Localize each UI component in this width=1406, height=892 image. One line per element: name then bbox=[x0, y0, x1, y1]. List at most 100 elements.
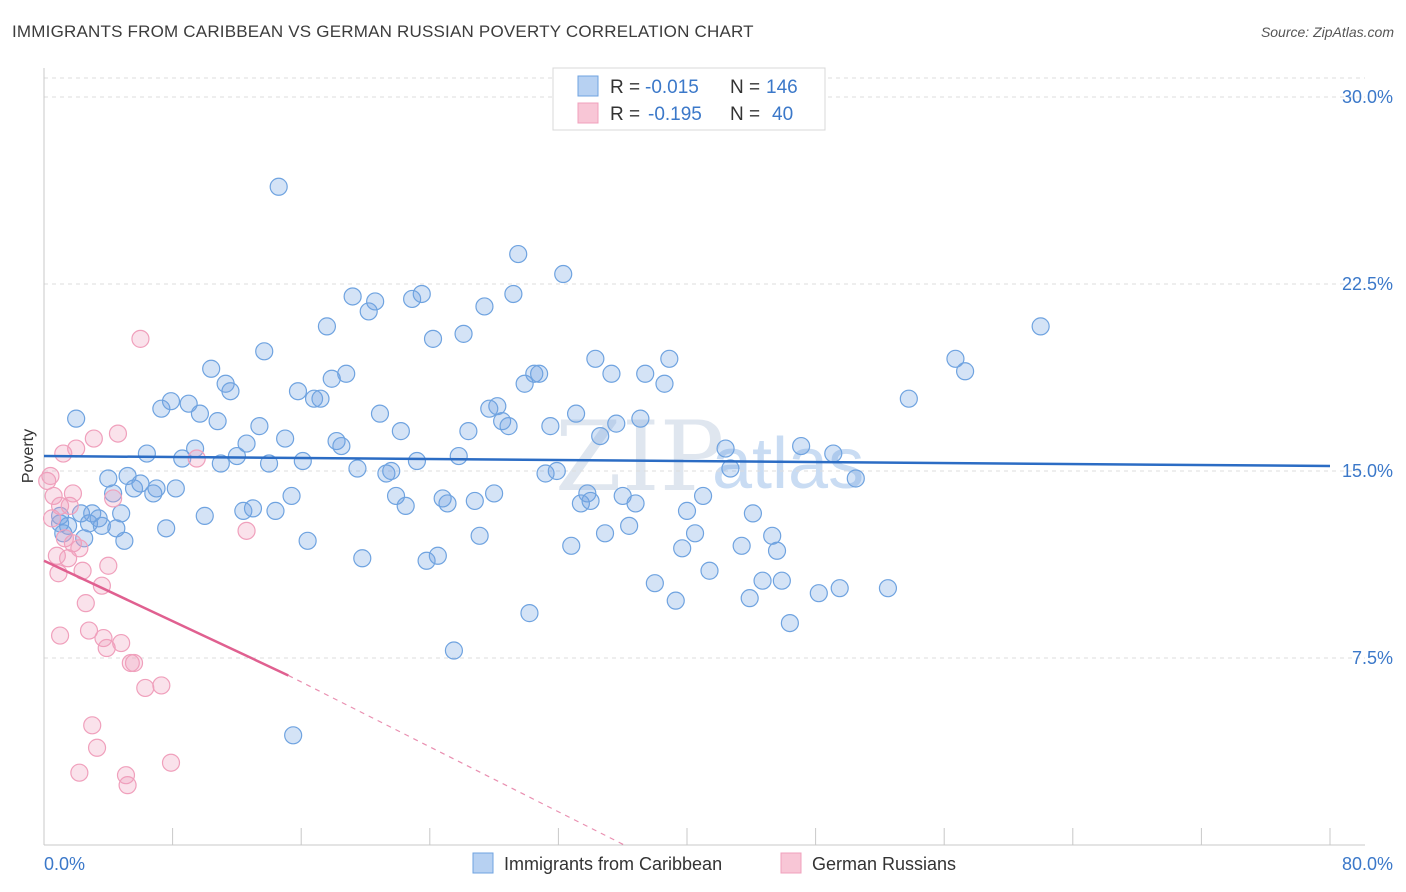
bottom-legend-label-german-russian: German Russians bbox=[812, 854, 956, 874]
german-russian-point bbox=[136, 678, 155, 698]
caribbean-point bbox=[343, 287, 362, 306]
caribbean-point bbox=[955, 362, 975, 381]
german-russian-point bbox=[76, 594, 95, 613]
caribbean-point bbox=[382, 461, 401, 481]
german-russian-point bbox=[104, 489, 123, 508]
caribbean-point bbox=[509, 244, 528, 264]
german-russian-point bbox=[70, 539, 89, 558]
caribbean-point bbox=[809, 584, 828, 603]
caribbean-point bbox=[459, 422, 478, 441]
caribbean-point bbox=[562, 536, 581, 555]
caribbean-point bbox=[515, 374, 534, 393]
caribbean-point bbox=[266, 501, 285, 520]
caribbean-point bbox=[317, 317, 337, 336]
caribbean-point bbox=[386, 486, 406, 506]
caribbean-point bbox=[645, 574, 664, 593]
caribbean-point bbox=[144, 484, 163, 503]
german-russian-point bbox=[38, 471, 57, 491]
caribbean-point bbox=[92, 516, 111, 535]
german-russian-point bbox=[152, 676, 171, 695]
caribbean-point bbox=[221, 382, 240, 401]
caribbean-point bbox=[753, 571, 772, 590]
caribbean-point bbox=[276, 429, 295, 448]
caribbean-point bbox=[685, 524, 705, 543]
german-russian-point bbox=[94, 628, 113, 648]
caribbean-point bbox=[237, 434, 256, 453]
legend-n-value-german-russian: 40 bbox=[772, 104, 793, 125]
caribbean-point bbox=[454, 324, 473, 343]
caribbean-point bbox=[282, 486, 301, 506]
caribbean-point bbox=[772, 571, 791, 590]
german-russian-point bbox=[118, 776, 137, 795]
caribbean-point bbox=[1031, 317, 1050, 336]
bottom-legend-label-caribbean: Immigrants from Caribbean bbox=[504, 854, 722, 874]
y-tick-labels: 7.5% 15.0% 22.5% 30.0% bbox=[1342, 87, 1393, 668]
caribbean-point bbox=[417, 551, 436, 570]
caribbean-point bbox=[428, 546, 447, 565]
caribbean-point bbox=[412, 284, 431, 304]
caribbean-point bbox=[348, 459, 367, 478]
caribbean-point bbox=[298, 531, 317, 550]
german-russian-trend-line bbox=[43, 559, 289, 677]
german-russian-point bbox=[79, 621, 99, 640]
legend-swatch-caribbean bbox=[577, 75, 599, 97]
caribbean-point bbox=[243, 499, 263, 518]
german-russian-point bbox=[187, 449, 206, 468]
series-german-russian-points bbox=[38, 329, 256, 795]
y-tick-label: 7.5% bbox=[1352, 648, 1393, 668]
caribbean-point bbox=[740, 589, 759, 608]
caribbean-point bbox=[946, 349, 965, 368]
caribbean-point bbox=[620, 516, 639, 535]
series-caribbean-points bbox=[50, 177, 1050, 745]
caribbean-point bbox=[767, 541, 787, 560]
x-tick-label-min: 0.0% bbox=[44, 854, 85, 874]
caribbean-point bbox=[554, 264, 573, 284]
caribbean-point bbox=[311, 389, 330, 408]
caribbean-point bbox=[465, 491, 484, 511]
caribbean-point bbox=[504, 284, 523, 304]
caribbean-point bbox=[433, 489, 452, 508]
caribbean-point bbox=[202, 359, 221, 378]
caribbean-point bbox=[147, 479, 166, 498]
legend-r-value-german-russian: -0.195 bbox=[648, 104, 702, 125]
caribbean-point bbox=[541, 417, 560, 436]
caribbean-point bbox=[211, 454, 230, 473]
caribbean-point bbox=[370, 404, 390, 423]
caribbean-point bbox=[520, 604, 539, 623]
x-tick-labels: 0.0% 80.0% bbox=[44, 854, 1393, 874]
caribbean-point bbox=[407, 451, 427, 471]
caribbean-point bbox=[595, 524, 615, 543]
caribbean-point bbox=[157, 519, 176, 538]
caribbean-point bbox=[67, 409, 86, 428]
caribbean-point bbox=[293, 451, 312, 471]
german-russian-point bbox=[44, 486, 63, 506]
german-russian-point bbox=[50, 496, 70, 516]
caribbean-point bbox=[780, 613, 799, 633]
german-russian-point bbox=[237, 521, 256, 540]
caribbean-trend-line bbox=[43, 454, 1331, 468]
caribbean-point bbox=[423, 329, 443, 348]
german-russian-trend-extension bbox=[288, 674, 625, 846]
caribbean-point bbox=[732, 536, 751, 555]
caribbean-point bbox=[449, 446, 468, 466]
german-russian-point bbox=[67, 439, 86, 458]
caribbean-point bbox=[438, 494, 457, 513]
caribbean-point bbox=[190, 404, 210, 423]
german-russian-point bbox=[112, 633, 131, 653]
caribbean-point bbox=[846, 469, 865, 488]
caribbean-point bbox=[112, 504, 131, 523]
caribbean-point bbox=[444, 641, 464, 660]
caribbean-point bbox=[304, 389, 324, 408]
caribbean-point bbox=[227, 446, 246, 466]
german-russian-point bbox=[97, 638, 116, 658]
caribbean-point bbox=[475, 297, 494, 316]
legend-n-label-caribbean: N = bbox=[730, 77, 760, 98]
legend-n-value-caribbean: 146 bbox=[766, 77, 798, 98]
watermark-zip: ZIP bbox=[555, 401, 724, 513]
caribbean-point bbox=[566, 404, 586, 423]
caribbean-point bbox=[195, 506, 214, 525]
legend-r-value-caribbean: -0.015 bbox=[645, 77, 699, 98]
caribbean-point bbox=[655, 374, 674, 393]
caribbean-point bbox=[660, 349, 679, 368]
caribbean-point bbox=[591, 426, 610, 446]
